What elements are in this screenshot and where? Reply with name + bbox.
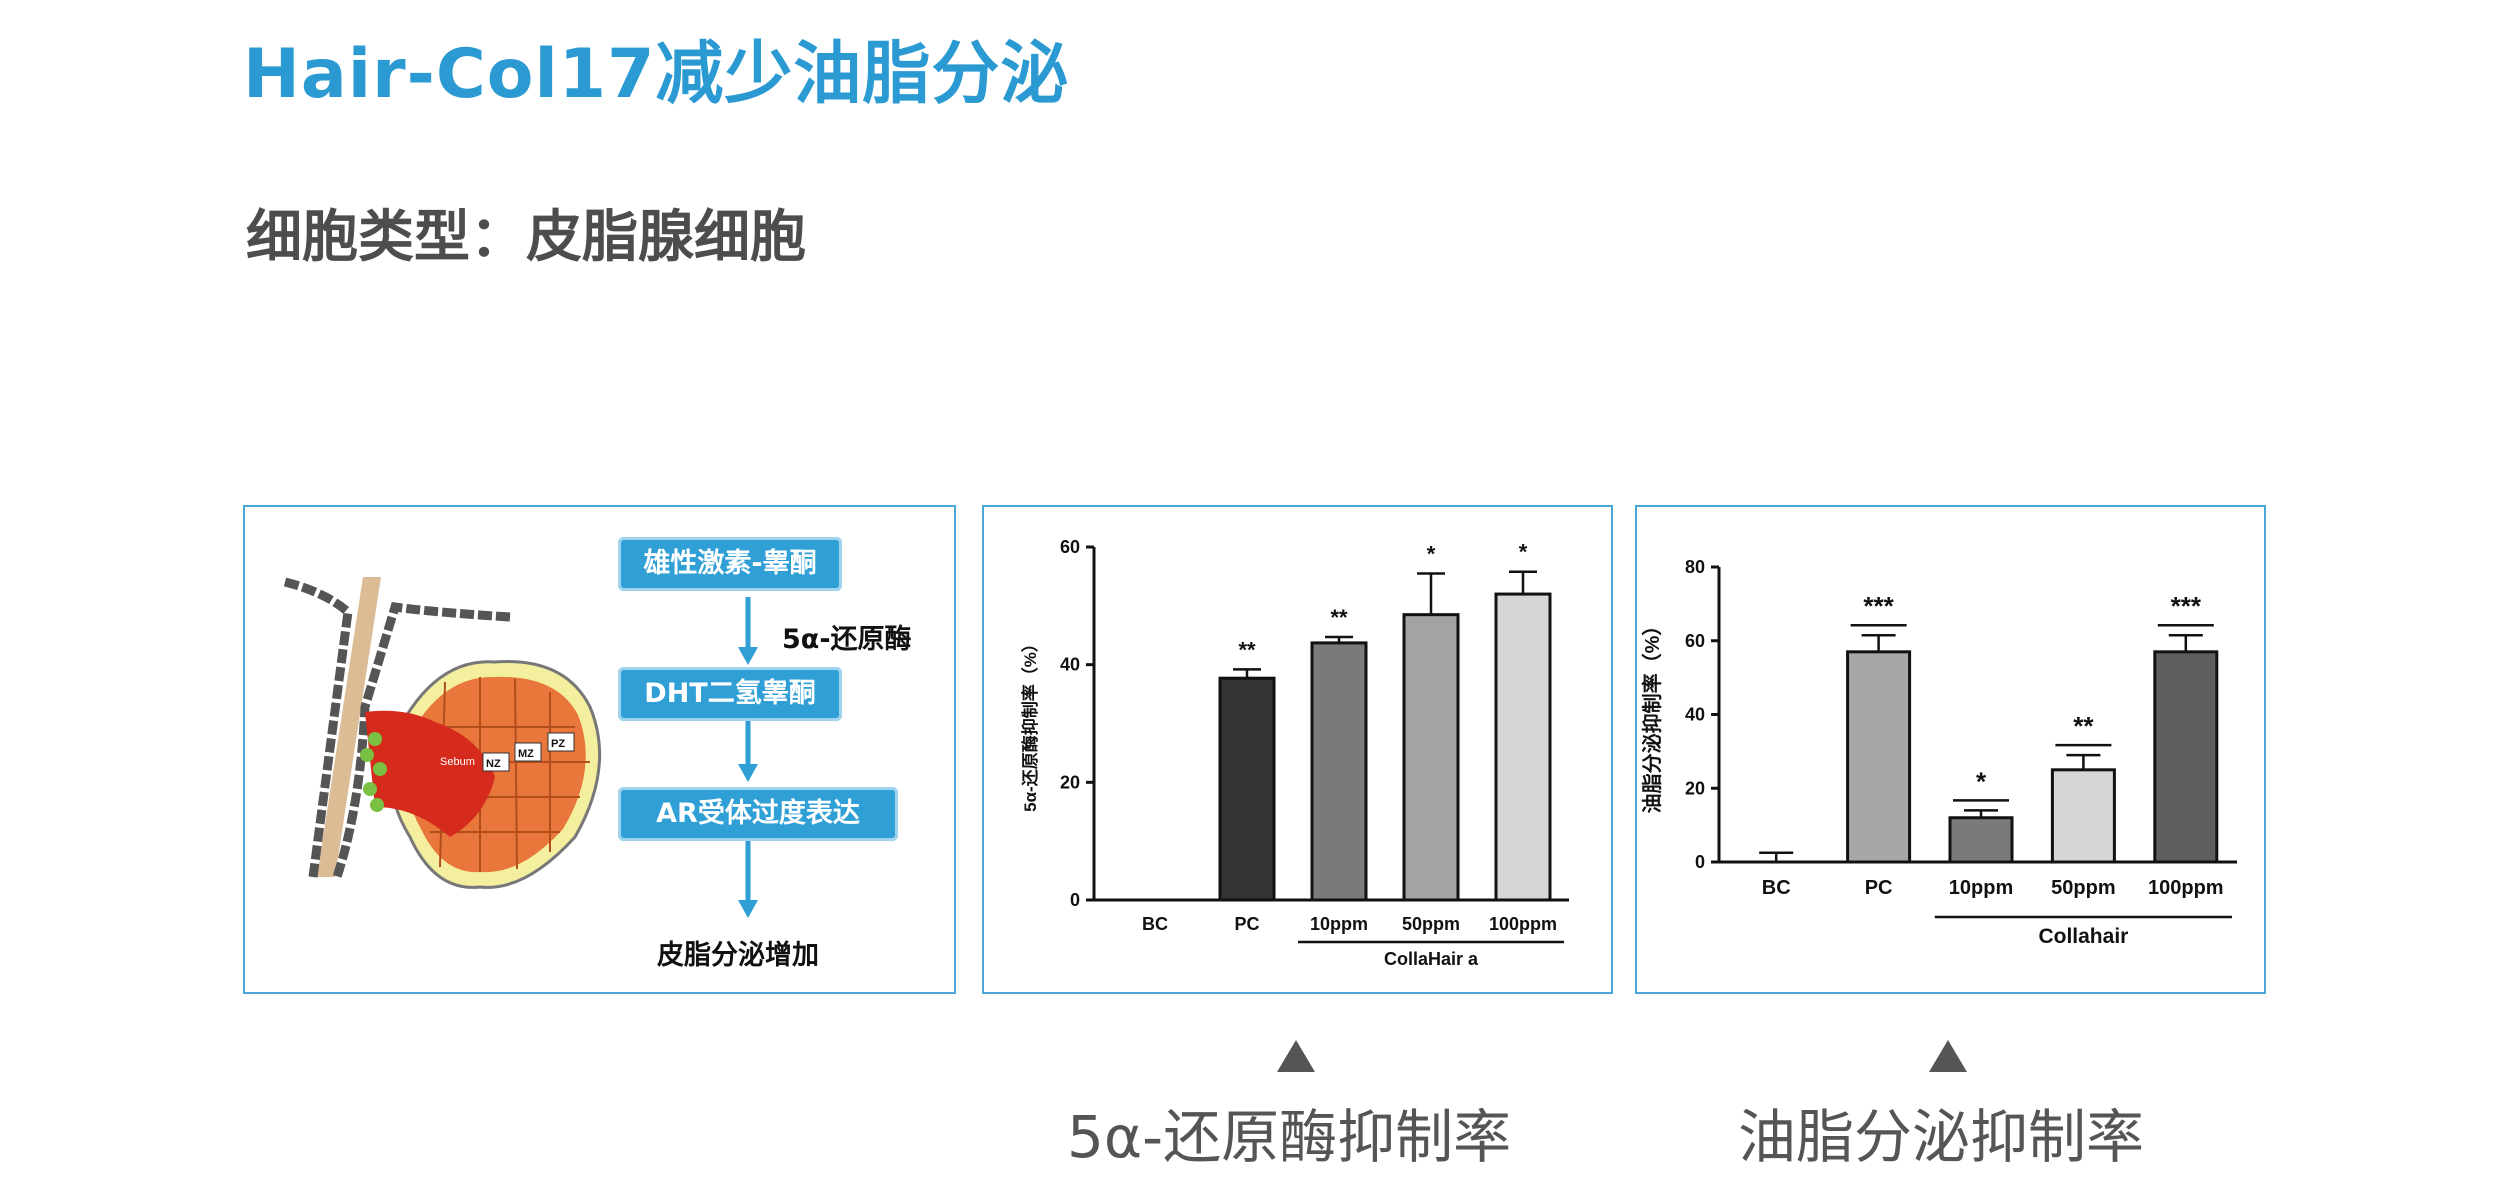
flow-result: 皮脂分泌增加 <box>657 940 819 971</box>
y-tick-label: 40 <box>1685 705 1705 725</box>
sebaceous-gland-diagram-panel: HS Sebum NZ MZ PZ 雄性激素-睾酮 5α-还原酶 DHT二氢睾酮… <box>243 505 956 994</box>
flow-step-testosterone: 雄性激素-睾酮 <box>618 537 842 591</box>
label-mz: MZ <box>518 748 534 760</box>
flow-step-ar: AR受体过度表达 <box>618 787 898 841</box>
x-tick-label-50ppm: 50ppm <box>2051 877 2115 899</box>
x-tick-label-10ppm: 10ppm <box>1949 877 2013 899</box>
label-sebum: Sebum <box>440 756 475 768</box>
basal-cell <box>363 782 377 796</box>
x-tick-label-BC: BC <box>1762 877 1791 899</box>
label-pz-box <box>547 732 575 752</box>
hair-shaft <box>317 577 381 877</box>
significance-50ppm: ** <box>2073 711 2094 741</box>
label-hs: HS <box>297 839 311 850</box>
y-tick-label: 60 <box>1060 537 1080 557</box>
y-tick-label: 0 <box>1070 890 1080 910</box>
flow-arrows <box>738 597 758 918</box>
y-tick-label: 20 <box>1060 772 1080 792</box>
x-tick-label-50ppm: 50ppm <box>1402 914 1460 934</box>
x-tick-label-BC: BC <box>1142 914 1168 934</box>
basal-cell <box>368 732 382 746</box>
x-tick-label-10ppm: 10ppm <box>1310 914 1368 934</box>
x-tick-label-100ppm: 100ppm <box>2148 877 2224 899</box>
y-tick-label: 20 <box>1685 778 1705 798</box>
enzyme-label: 5α-还原酶 <box>782 624 912 655</box>
label-nz: NZ <box>486 758 501 770</box>
significance-50ppm: * <box>1427 541 1436 566</box>
y-tick-label: 0 <box>1695 852 1705 872</box>
bar-50ppm <box>2050 768 2116 864</box>
basal-cell <box>373 762 387 776</box>
x-tick-label-PC: PC <box>1865 877 1893 899</box>
y-axis-label: 油脂分泌抑制率（%） <box>1640 616 1664 814</box>
x-tick-label-100ppm: 100ppm <box>1489 914 1557 934</box>
bar-10ppm <box>1948 816 2014 864</box>
chart-panel-sebum: 0 20 40 60 80 油脂分泌抑制率（%） BC *** PC * 10ppm ** 50ppm *… <box>1635 505 2266 994</box>
caption-arrow-icon <box>1277 1040 1315 1072</box>
caption-reductase: 5α-还原酶抑制率 <box>1067 1103 1512 1171</box>
bar-PC <box>1846 650 1912 864</box>
label-nz-box <box>482 752 510 772</box>
x-tick-label-PC: PC <box>1234 914 1259 934</box>
significance-PC: *** <box>1863 591 1894 621</box>
label-mz-box <box>514 742 542 762</box>
caption-sebum: 油脂分泌抑制率 <box>1738 1103 2145 1171</box>
bar-100ppm <box>2153 650 2219 864</box>
significance-PC: ** <box>1238 637 1256 662</box>
label-pz: PZ <box>551 738 565 750</box>
basal-cell <box>370 798 384 812</box>
follicle-wall-right <box>332 601 511 879</box>
significance-10ppm: * <box>1976 766 1987 796</box>
group-label: CollaHair a <box>1384 949 1479 969</box>
y-axis-label: 5α-还原酶抑制率（%） <box>1020 635 1040 812</box>
significance-10ppm: ** <box>1330 605 1348 630</box>
flow-step-dht: DHT二氢睾酮 <box>618 667 842 721</box>
sebum-inhibition-chart: 0 20 40 60 80 油脂分泌抑制率（%） BC *** PC * 10ppm ** 50ppm *… <box>1640 557 2237 948</box>
bar-10ppm <box>1310 641 1368 902</box>
bar-PC <box>1218 676 1276 902</box>
follicle-wall-left <box>283 577 353 878</box>
page-title: Hair-Col17减少油脂分泌 <box>243 35 1070 114</box>
sebum-area <box>365 710 495 837</box>
significance-100ppm: * <box>1519 540 1528 565</box>
significance-100ppm: *** <box>2171 591 2202 621</box>
y-tick-label: 60 <box>1685 631 1705 651</box>
group-label: Collahair <box>2038 925 2128 948</box>
y-tick-label: 80 <box>1685 557 1705 577</box>
sebaceous-gland-illustration: HS Sebum NZ MZ PZ <box>283 577 758 918</box>
y-tick-label: 40 <box>1060 655 1080 675</box>
bar-50ppm <box>1402 613 1460 902</box>
chart-panel-reductase: 0 20 40 60 5α-还原酶抑制率（%） BC ** PC ** 10ppm * 50ppm * 1… <box>982 505 1613 994</box>
page-subtitle: 细胞类型：皮脂腺细胞 <box>246 205 806 270</box>
basal-cell <box>360 748 374 762</box>
bar-100ppm <box>1494 592 1552 902</box>
reductase-inhibition-chart: 0 20 40 60 5α-还原酶抑制率（%） BC ** PC ** 10ppm * 50ppm * 1… <box>1020 537 1569 969</box>
caption-arrow-icon <box>1929 1040 1967 1072</box>
